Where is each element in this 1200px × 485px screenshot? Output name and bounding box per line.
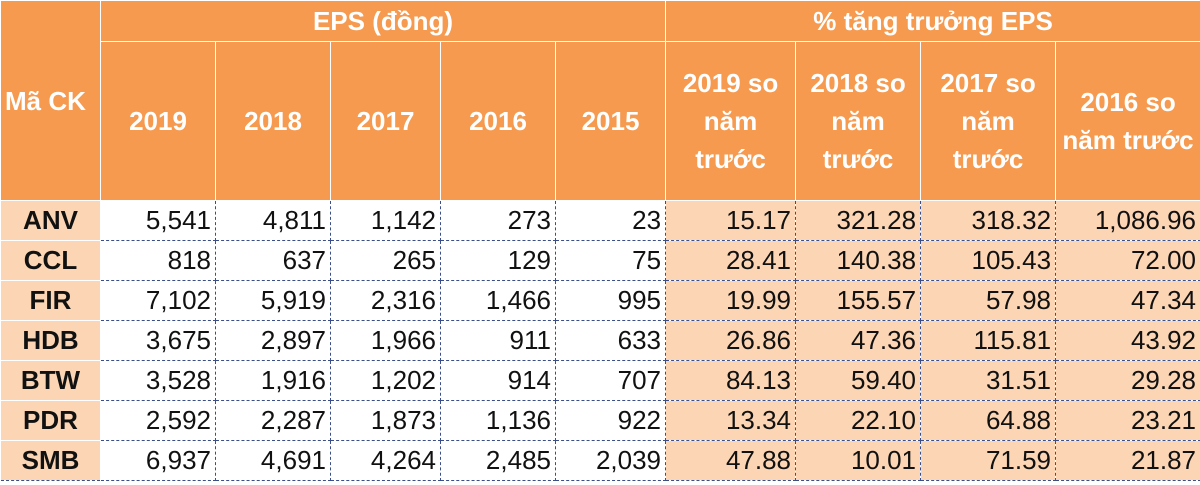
growth-cell: 22.10 [795, 400, 922, 441]
growth-cell: 140.38 [795, 240, 922, 281]
eps-cell: 1,466 [440, 280, 556, 321]
growth-group-header: % tăng trưởng EPS [665, 0, 1200, 42]
year-header: 2017 [330, 41, 441, 201]
eps-cell: 2,592 [100, 400, 216, 441]
eps-cell: 5,541 [100, 200, 216, 241]
eps-cell: 633 [554, 320, 667, 361]
stock-code: ANV [0, 200, 101, 241]
stock-code: HDB [0, 320, 101, 361]
eps-cell: 1,966 [330, 320, 441, 361]
growth-cell: 47.36 [795, 320, 922, 361]
growth-header: 2017 so năm trước [920, 41, 1057, 201]
growth-header: 2019 so năm trước [665, 41, 797, 201]
growth-header: 2016 so năm trước [1055, 41, 1200, 201]
stock-code: CCL [0, 240, 101, 281]
table-row: BTW 3,528 1,916 1,202 914 707 84.13 59.40 31.51 2… [0, 360, 1200, 401]
table-row: FIR 7,102 5,919 2,316 1,466 995 19.99 155.57 57.… [0, 280, 1200, 321]
growth-cell: 23.21 [1055, 400, 1200, 441]
code-header: Mã CK [0, 0, 101, 201]
year-header: 2016 [440, 41, 556, 201]
stock-code: FIR [0, 280, 101, 321]
growth-cell: 1,086.96 [1055, 200, 1200, 241]
eps-cell: 1,916 [215, 360, 331, 401]
growth-cell: 64.88 [920, 400, 1057, 441]
growth-cell: 28.41 [665, 240, 797, 281]
table-row: ANV 5,541 4,811 1,142 273 23 15.17 321.28 318.32… [0, 200, 1200, 241]
growth-cell: 29.28 [1055, 360, 1200, 401]
growth-header: 2018 so năm trước [795, 41, 922, 201]
eps-cell: 2,316 [330, 280, 441, 321]
eps-cell: 2,287 [215, 400, 331, 441]
growth-cell: 43.92 [1055, 320, 1200, 361]
eps-cell: 911 [440, 320, 556, 361]
growth-cell: 26.86 [665, 320, 797, 361]
eps-cell: 1,136 [440, 400, 556, 441]
growth-cell: 71.59 [920, 440, 1057, 481]
eps-cell: 5,919 [215, 280, 331, 321]
growth-cell: 19.99 [665, 280, 797, 321]
year-header: 2015 [554, 41, 667, 201]
year-header: 2018 [215, 41, 331, 201]
growth-cell: 115.81 [920, 320, 1057, 361]
growth-cell: 31.51 [920, 360, 1057, 401]
growth-cell: 84.13 [665, 360, 797, 401]
growth-cell: 13.34 [665, 400, 797, 441]
eps-cell: 914 [440, 360, 556, 401]
eps-cell: 2,485 [440, 440, 556, 481]
growth-cell: 318.32 [920, 200, 1057, 241]
eps-cell: 3,528 [100, 360, 216, 401]
table-row: HDB 3,675 2,897 1,966 911 633 26.86 47.36 115.81… [0, 320, 1200, 361]
growth-cell: 47.88 [665, 440, 797, 481]
eps-cell: 2,039 [554, 440, 667, 481]
eps-cell: 75 [554, 240, 667, 281]
eps-cell: 7,102 [100, 280, 216, 321]
eps-cell: 3,675 [100, 320, 216, 361]
stock-code: SMB [0, 440, 101, 481]
table-row: PDR 2,592 2,287 1,873 1,136 922 13.34 22.10 64.8… [0, 400, 1200, 441]
eps-cell: 995 [554, 280, 667, 321]
growth-cell: 105.43 [920, 240, 1057, 281]
eps-cell: 637 [215, 240, 331, 281]
eps-cell: 6,937 [100, 440, 216, 481]
eps-cell: 129 [440, 240, 556, 281]
eps-cell: 23 [554, 200, 667, 241]
eps-cell: 273 [440, 200, 556, 241]
growth-cell: 10.01 [795, 440, 922, 481]
eps-cell: 1,142 [330, 200, 441, 241]
eps-cell: 4,691 [215, 440, 331, 481]
eps-cell: 707 [554, 360, 667, 401]
eps-cell: 922 [554, 400, 667, 441]
eps-cell: 818 [100, 240, 216, 281]
growth-cell: 155.57 [795, 280, 922, 321]
eps-cell: 265 [330, 240, 441, 281]
growth-cell: 15.17 [665, 200, 797, 241]
growth-cell: 47.34 [1055, 280, 1200, 321]
table-row: CCL 818 637 265 129 75 28.41 140.38 105.43 72.00 [0, 240, 1200, 281]
growth-cell: 321.28 [795, 200, 922, 241]
table-row: SMB 6,937 4,691 4,264 2,485 2,039 47.88 10.01 71… [0, 440, 1200, 481]
eps-cell: 4,264 [330, 440, 441, 481]
growth-cell: 72.00 [1055, 240, 1200, 281]
eps-cell: 4,811 [215, 200, 331, 241]
growth-cell: 57.98 [920, 280, 1057, 321]
year-header: 2019 [100, 41, 216, 201]
stock-code: PDR [0, 400, 101, 441]
eps-cell: 1,202 [330, 360, 441, 401]
growth-cell: 21.87 [1055, 440, 1200, 481]
eps-group-header: EPS (đồng) [99, 0, 667, 42]
eps-cell: 1,873 [330, 400, 441, 441]
growth-cell: 59.40 [795, 360, 922, 401]
eps-cell: 2,897 [215, 320, 331, 361]
stock-code: BTW [0, 360, 101, 401]
